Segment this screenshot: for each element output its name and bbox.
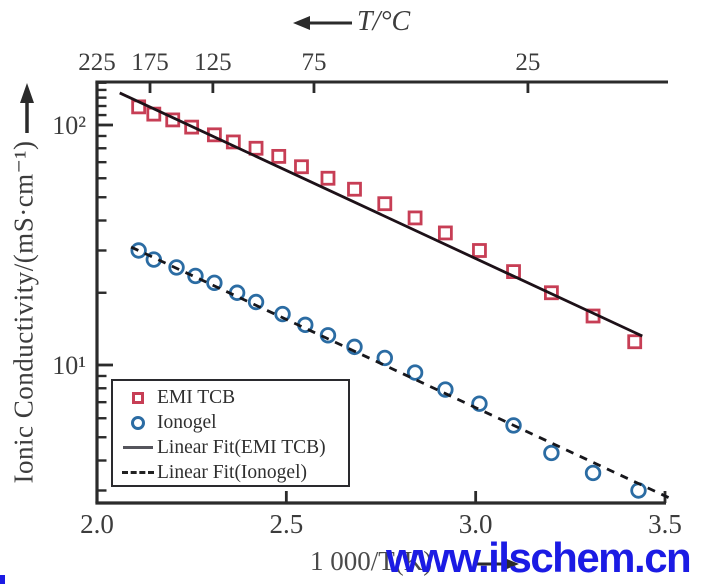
point-ionogel bbox=[543, 444, 560, 462]
point-emi-tcb bbox=[271, 148, 287, 164]
legend-item-ionogel: Ionogel bbox=[119, 410, 348, 435]
point-emi-tcb bbox=[407, 210, 423, 226]
top-tick-label: 225 bbox=[78, 49, 116, 76]
point-emi-tcb bbox=[544, 285, 559, 301]
point-ionogel bbox=[406, 364, 424, 381]
point-emi-tcb bbox=[627, 334, 643, 350]
x-axis-title: 1 000/T(K) bbox=[310, 546, 433, 576]
point-ionogel bbox=[274, 305, 291, 323]
legend-item-fit-ionogel: Linear Fit(Ionogel) bbox=[119, 460, 348, 485]
point-ionogel bbox=[630, 482, 647, 499]
point-ionogel bbox=[130, 242, 147, 259]
point-ionogel bbox=[187, 267, 204, 285]
x-tick-label: 2.0 bbox=[80, 509, 114, 539]
circle-marker-icon bbox=[131, 415, 145, 430]
x-tick-label: 2.5 bbox=[269, 509, 303, 539]
watermark-artifact bbox=[0, 575, 5, 584]
legend-label: EMI TCB bbox=[157, 386, 236, 408]
legend-label: Linear Fit(Ionogel) bbox=[157, 461, 307, 483]
point-emi-tcb bbox=[184, 119, 200, 135]
point-ionogel bbox=[376, 349, 393, 367]
x-axis-arrow-head bbox=[502, 557, 519, 571]
point-emi-tcb bbox=[437, 225, 453, 241]
top-axis-arrow-head bbox=[293, 16, 310, 30]
x-tick-label: 3.0 bbox=[459, 509, 493, 539]
y-tick-label: 10² bbox=[52, 111, 86, 140]
top-tick-label: 75 bbox=[301, 49, 326, 76]
solid-line-icon bbox=[123, 446, 153, 449]
y-tick-label: 10¹ bbox=[52, 351, 86, 380]
point-emi-tcb bbox=[294, 159, 309, 175]
legend-item-fit-emi-tcb: Linear Fit(EMI TCB) bbox=[119, 435, 348, 460]
point-emi-tcb bbox=[347, 181, 362, 197]
x-tick-label: 3.5 bbox=[648, 509, 682, 539]
point-ionogel bbox=[346, 338, 363, 356]
top-tick-label: 175 bbox=[131, 49, 169, 76]
square-marker-icon bbox=[132, 391, 144, 404]
y-axis-arrow-head bbox=[20, 83, 34, 103]
point-ionogel bbox=[505, 417, 522, 434]
fit-line-emi-tcb bbox=[119, 91, 643, 338]
legend-item-emi-tcb: EMI TCB bbox=[119, 385, 348, 410]
point-ionogel bbox=[471, 395, 488, 412]
y-axis-title: Ionic Conductivity/(mS·cm⁻¹) bbox=[8, 140, 39, 484]
top-axis-title: T/°C bbox=[357, 6, 411, 37]
legend-label: Linear Fit(EMI TCB) bbox=[157, 436, 326, 458]
top-tick-label: 25 bbox=[515, 49, 540, 76]
point-ionogel bbox=[168, 259, 185, 276]
point-ionogel bbox=[584, 464, 602, 482]
top-tick-label: 125 bbox=[194, 49, 232, 76]
point-ionogel bbox=[319, 327, 337, 344]
dashed-line-icon bbox=[122, 471, 154, 474]
legend: EMI TCB Ionogel Linear Fit(EMI TCB) Line… bbox=[111, 379, 350, 487]
point-emi-tcb bbox=[248, 140, 264, 156]
point-emi-tcb bbox=[377, 196, 393, 212]
point-emi-tcb bbox=[472, 243, 487, 258]
point-emi-tcb bbox=[320, 170, 336, 186]
point-ionogel bbox=[247, 293, 265, 311]
watermark-text: www.ilschem.cn bbox=[386, 534, 692, 581]
point-ionogel bbox=[206, 274, 223, 292]
legend-label: Ionogel bbox=[157, 411, 217, 433]
point-ionogel bbox=[437, 381, 454, 398]
